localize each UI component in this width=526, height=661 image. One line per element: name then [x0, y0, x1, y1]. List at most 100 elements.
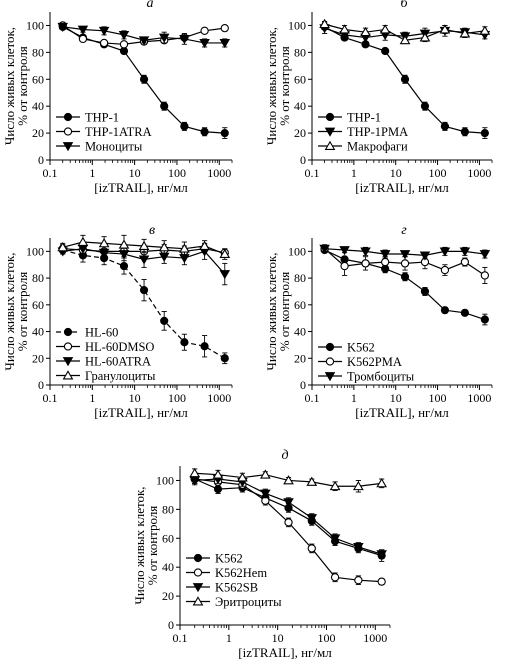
x-tick-label: 10	[129, 391, 141, 405]
data-point	[400, 259, 410, 268]
series-3	[319, 18, 491, 45]
y-axis-title-line2: % от контроля	[277, 46, 292, 126]
legend-swatch-marker	[325, 342, 335, 352]
data-point	[376, 478, 388, 488]
x-tick-label: 1	[226, 631, 232, 645]
y-axis-title: Число живых клеток,	[2, 27, 17, 145]
x-tick-label: 1	[351, 391, 357, 405]
data-point	[399, 250, 411, 260]
legend-label: Макрофаги	[347, 140, 408, 154]
data-point	[479, 250, 491, 260]
data-point	[78, 34, 88, 44]
y-tick-label: 40	[32, 325, 44, 339]
legend-label: THP-1	[347, 111, 381, 125]
data-point	[220, 354, 229, 363]
x-axis-title: [izTRAIL], нг/мл	[94, 405, 188, 420]
chart-panel-2: 0 20 40 60 80 100 0.1 1 10 100 1000 [izTRAIL], нг/м…	[264, 0, 493, 195]
x-tick-label: 0.1	[43, 391, 58, 405]
data-point	[118, 239, 130, 249]
panel-letter: г	[401, 223, 407, 238]
data-point	[439, 247, 451, 257]
data-point	[460, 308, 469, 317]
x-axis-title: [izTRAIL], нг/мл	[238, 645, 332, 660]
data-point	[360, 26, 371, 37]
x-tick-label: 1000	[207, 391, 231, 405]
data-point	[440, 265, 450, 275]
x-tick-label: 1	[351, 166, 357, 180]
data-point	[381, 46, 390, 56]
y-tick-label: 0	[38, 378, 44, 392]
legend-swatch-marker	[324, 127, 336, 137]
x-tick-label: 10	[390, 391, 402, 405]
legend-label: K562Hem	[215, 566, 267, 580]
legend-swatch-marker	[62, 357, 74, 367]
data-point	[283, 475, 294, 485]
data-point	[353, 543, 364, 553]
y-tick-label: 80	[162, 502, 174, 516]
data-point	[319, 244, 330, 254]
data-point	[354, 576, 363, 585]
data-point	[119, 261, 129, 271]
data-point	[139, 286, 149, 295]
y-axis-title-line2: % от контроля	[15, 272, 30, 352]
data-point	[377, 577, 386, 586]
data-point	[158, 33, 170, 43]
data-point	[118, 30, 130, 41]
data-point	[420, 287, 430, 296]
x-tick-label: 100	[317, 631, 335, 645]
y-tick-label: 0	[168, 618, 174, 632]
y-tick-label: 100	[156, 473, 174, 487]
legend-label: K562SB	[215, 581, 258, 595]
data-point	[480, 315, 489, 324]
data-point	[400, 75, 410, 84]
series-2	[320, 244, 490, 284]
data-point	[361, 259, 370, 268]
data-point	[237, 472, 248, 482]
x-tick-label: 1000	[207, 166, 231, 180]
panel-letter: в	[149, 223, 155, 238]
x-tick-label: 100	[429, 391, 447, 405]
legend-swatch-marker	[193, 553, 203, 563]
y-tick-label: 0	[38, 153, 44, 167]
legend-swatch-marker	[192, 583, 204, 593]
y-tick-label: 80	[32, 271, 44, 285]
data-point	[329, 480, 341, 491]
x-tick-label: 1000	[467, 391, 491, 405]
legend-label: HL-60	[85, 326, 118, 340]
data-point	[400, 272, 410, 281]
data-point	[307, 544, 316, 553]
legend-label: Гранулоциты	[85, 369, 156, 383]
legend-label: THP-1	[85, 111, 119, 125]
data-point	[139, 75, 149, 84]
data-point	[440, 122, 450, 131]
legend-label: THP-1ATRA	[85, 125, 152, 139]
y-tick-label: 60	[294, 298, 306, 312]
data-point	[439, 24, 451, 34]
data-point	[212, 469, 224, 479]
y-axis-title: Число живых клеток,	[264, 252, 279, 370]
series-4	[189, 467, 388, 493]
legend-swatch-marker	[324, 372, 336, 382]
y-tick-label: 20	[294, 126, 306, 140]
data-point	[460, 257, 470, 267]
x-tick-label: 10	[390, 166, 402, 180]
series-line	[194, 478, 382, 557]
data-point	[138, 255, 150, 265]
data-point	[480, 128, 489, 138]
y-axis-title: Число живых клеток,	[264, 27, 279, 145]
series-4	[57, 234, 231, 260]
data-point	[180, 338, 189, 347]
data-point	[160, 102, 169, 111]
data-point	[399, 34, 411, 45]
y-tick-label: 100	[288, 244, 306, 258]
data-point	[360, 247, 371, 257]
legend-swatch-marker	[324, 140, 336, 150]
y-tick-label: 40	[294, 325, 306, 339]
series-3	[319, 244, 491, 261]
y-tick-label: 20	[32, 351, 44, 365]
data-point	[459, 28, 471, 38]
data-point	[283, 498, 294, 508]
